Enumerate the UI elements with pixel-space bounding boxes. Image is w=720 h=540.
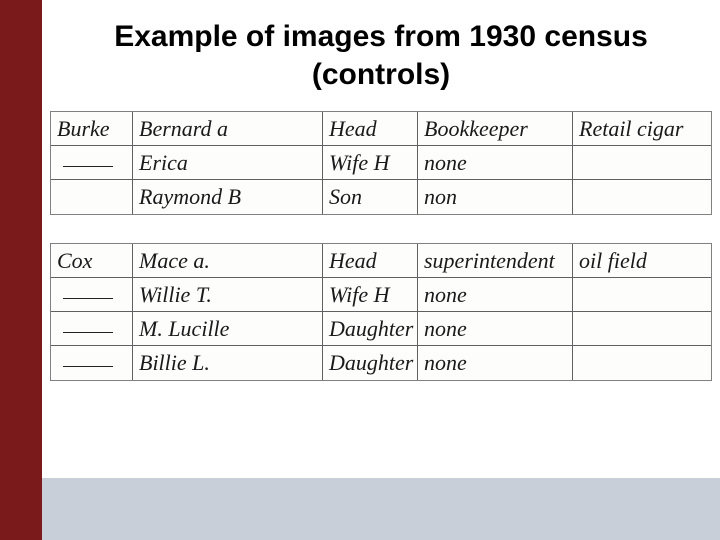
cell-occupation: non xyxy=(418,180,573,214)
cell-industry: oil field xyxy=(573,244,711,277)
table-row: M. Lucille Daughter none xyxy=(51,312,711,346)
cell-industry: Retail cigar xyxy=(573,112,711,145)
census-table-2: Cox Mace a. Head superintendent oil fiel… xyxy=(50,243,712,381)
cell-name: Billie L. xyxy=(133,346,323,380)
cell-surname: Burke xyxy=(51,112,133,145)
cell-surname xyxy=(51,346,133,380)
cell-name: Willie T. xyxy=(133,278,323,311)
cell-surname xyxy=(51,312,133,345)
cell-occupation: none xyxy=(418,312,573,345)
cell-occupation: none xyxy=(418,278,573,311)
cell-name: Bernard a xyxy=(133,112,323,145)
cell-relation: Son xyxy=(323,180,418,214)
cell-industry xyxy=(573,312,711,345)
table-row: Erica Wife H none xyxy=(51,146,711,180)
cell-occupation: superintendent xyxy=(418,244,573,277)
slide-title: Example of images from 1930 census (cont… xyxy=(42,0,720,107)
cell-name: Raymond B xyxy=(133,180,323,214)
table-row: Cox Mace a. Head superintendent oil fiel… xyxy=(51,244,711,278)
census-table-1: Burke Bernard a Head Bookkeeper Retail c… xyxy=(50,111,712,215)
ditto-mark xyxy=(63,291,113,299)
cell-name: Mace a. xyxy=(133,244,323,277)
left-accent-bar xyxy=(0,0,42,540)
table-row: Willie T. Wife H none xyxy=(51,278,711,312)
table-row: Burke Bernard a Head Bookkeeper Retail c… xyxy=(51,112,711,146)
cell-occupation: none xyxy=(418,346,573,380)
cell-relation: Daughter xyxy=(323,346,418,380)
cell-surname xyxy=(51,146,133,179)
slide-body: Example of images from 1930 census (cont… xyxy=(42,0,720,540)
ditto-mark xyxy=(63,159,113,167)
cell-relation: Wife H xyxy=(323,278,418,311)
cell-surname xyxy=(51,180,133,214)
cell-surname xyxy=(51,278,133,311)
cell-industry xyxy=(573,278,711,311)
cell-industry xyxy=(573,346,711,380)
cell-relation: Daughter xyxy=(323,312,418,345)
cell-relation: Head xyxy=(323,244,418,277)
ditto-mark xyxy=(63,325,113,333)
cell-surname: Cox xyxy=(51,244,133,277)
cell-name: M. Lucille xyxy=(133,312,323,345)
table-row: Billie L. Daughter none xyxy=(51,346,711,380)
cell-name: Erica xyxy=(133,146,323,179)
cell-industry xyxy=(573,146,711,179)
cell-occupation: none xyxy=(418,146,573,179)
table-row: Raymond B Son non xyxy=(51,180,711,214)
cell-relation: Wife H xyxy=(323,146,418,179)
ditto-mark xyxy=(63,359,113,367)
cell-relation: Head xyxy=(323,112,418,145)
footer-bar xyxy=(42,478,720,540)
cell-occupation: Bookkeeper xyxy=(418,112,573,145)
cell-industry xyxy=(573,180,711,214)
